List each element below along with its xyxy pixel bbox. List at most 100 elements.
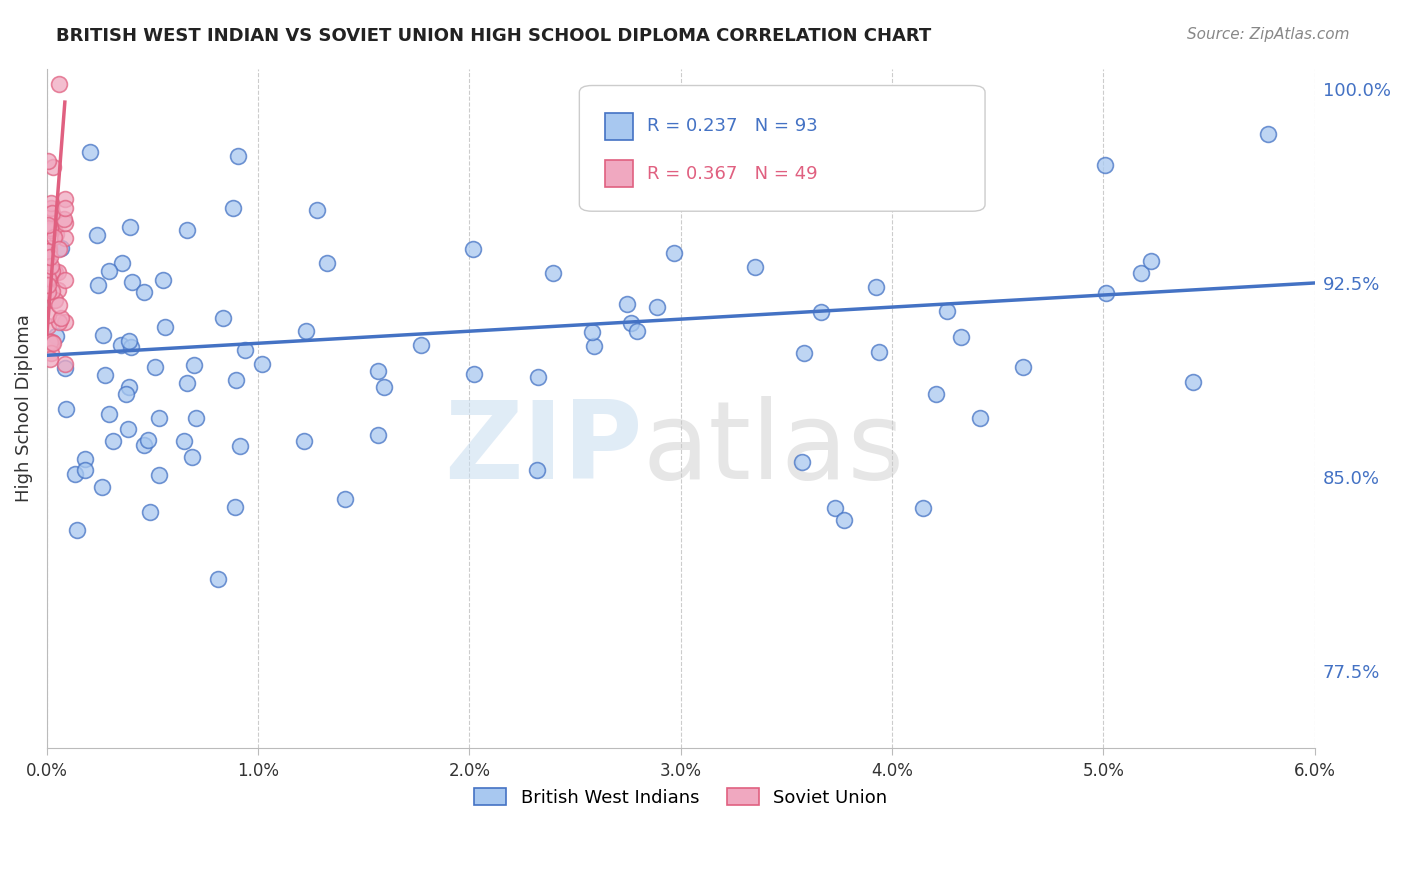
Point [87, 278, 110, 293]
Point [39, 201, 62, 215]
Point [969, 411, 991, 425]
Point [292, 434, 315, 449]
Point [148, 468, 170, 483]
Point [152, 273, 174, 287]
Point [37, 260, 59, 274]
Point [229, 439, 252, 453]
Point [110, 337, 132, 351]
Point [38, 334, 60, 349]
Point [912, 501, 935, 516]
Point [662, 246, 685, 260]
Point [48, 77, 70, 91]
Point [120, 220, 142, 235]
Point [42, 160, 65, 174]
Point [38, 221, 60, 235]
Point [744, 260, 766, 274]
Point [121, 275, 143, 289]
Point [305, 203, 328, 218]
Point [48, 315, 70, 329]
Point [526, 462, 548, 476]
Point [79, 145, 101, 159]
Point [48, 242, 70, 256]
Point [949, 329, 972, 343]
Point [316, 256, 339, 270]
Point [53, 357, 76, 371]
Point [98, 407, 121, 421]
Text: Source: ZipAtlas.com: Source: ZipAtlas.com [1187, 27, 1350, 42]
Point [38, 244, 60, 258]
Point [918, 165, 941, 179]
Point [41, 264, 63, 278]
Point [53, 273, 76, 287]
Point [1140, 254, 1163, 268]
Point [48, 265, 70, 279]
Point [49, 311, 72, 326]
Point [103, 434, 125, 448]
Y-axis label: High School Diploma: High School Diploma [15, 314, 32, 502]
Point [793, 345, 815, 359]
Point [367, 364, 389, 378]
Point [39, 268, 62, 283]
Point [65, 467, 87, 481]
Point [925, 387, 948, 401]
FancyBboxPatch shape [579, 86, 986, 211]
Point [1094, 158, 1116, 172]
FancyBboxPatch shape [605, 161, 633, 187]
Point [38, 223, 60, 237]
Point [51, 241, 73, 255]
Point [111, 256, 134, 270]
Point [134, 285, 156, 300]
Point [45, 227, 67, 241]
Point [136, 434, 159, 448]
Point [139, 504, 162, 518]
Point [37, 244, 59, 258]
Point [250, 358, 273, 372]
Point [117, 422, 139, 436]
Point [176, 223, 198, 237]
Point [373, 380, 395, 394]
Point [41, 206, 63, 220]
Point [225, 373, 247, 387]
Point [790, 455, 813, 469]
Point [39, 250, 62, 264]
Point [44, 293, 66, 307]
Point [41, 334, 63, 349]
Point [53, 216, 76, 230]
Point [46, 283, 69, 297]
Point [91, 480, 114, 494]
Point [41, 285, 63, 299]
Point [45, 329, 67, 343]
Point [37, 252, 59, 266]
Point [222, 201, 245, 215]
Point [868, 345, 890, 359]
Point [55, 402, 77, 417]
Point [527, 370, 550, 384]
Point [53, 361, 76, 376]
Point [180, 450, 202, 465]
Point [810, 305, 832, 319]
Point [37, 154, 59, 169]
Point [41, 335, 63, 350]
Point [367, 427, 389, 442]
Point [645, 301, 668, 315]
Point [132, 438, 155, 452]
Point [463, 368, 485, 382]
Point [52, 211, 75, 226]
Text: atlas: atlas [643, 396, 904, 502]
Point [44, 265, 66, 279]
Text: R = 0.237   N = 93: R = 0.237 N = 93 [647, 117, 817, 136]
Point [75, 462, 97, 476]
Point [38, 242, 60, 256]
Point [176, 376, 198, 391]
Point [66, 523, 89, 537]
Point [936, 303, 959, 318]
Point [582, 339, 605, 353]
Text: ZIP: ZIP [444, 396, 643, 502]
Point [541, 266, 564, 280]
Point [115, 387, 138, 401]
Point [224, 500, 246, 515]
Point [37, 271, 59, 285]
Point [143, 359, 166, 374]
Point [37, 278, 59, 293]
Point [39, 352, 62, 367]
